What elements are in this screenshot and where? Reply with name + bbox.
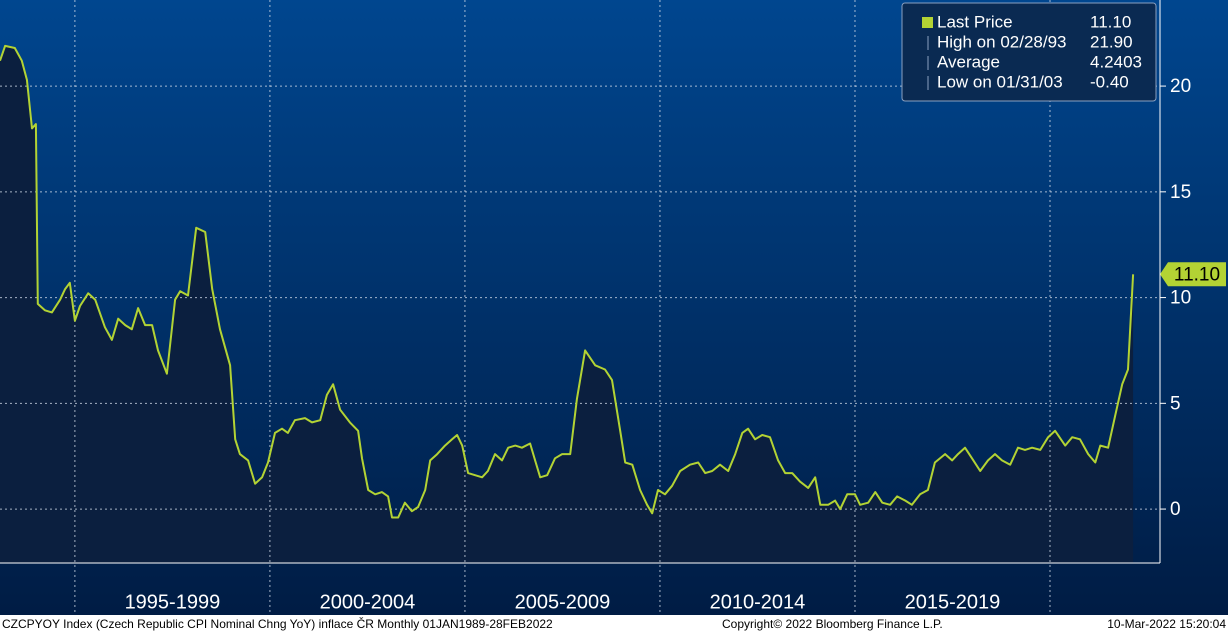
- footer-source: CZCPYOY Index (Czech Republic CPI Nomina…: [2, 616, 553, 631]
- legend-box: [901, 2, 1157, 102]
- footer-timestamp: 10-Mar-2022 15:20:04: [1107, 617, 1226, 631]
- x-tick-label: 2005-2009: [515, 591, 611, 613]
- x-tick-label: 1995-1999: [125, 591, 221, 613]
- line: [0, 44, 1135, 519]
- legend-value: -0.40: [1090, 72, 1129, 91]
- last-value-tag: [1160, 262, 1226, 287]
- x-tick-label: 2000-2004: [320, 591, 416, 613]
- last-value-label: 11.10: [1174, 264, 1220, 285]
- x-tick-label: 2015-2019: [905, 591, 1001, 613]
- legend-label: Low on 01/31/03: [937, 72, 1063, 91]
- legend-label: Last Price: [937, 12, 1013, 31]
- y-tick-label: 15: [1170, 182, 1191, 203]
- legend-label: Average: [937, 52, 1000, 71]
- y-tick-label: 5: [1170, 393, 1181, 414]
- legend-label: High on 02/28/93: [937, 32, 1067, 51]
- footer-bar: [0, 615, 1228, 634]
- x-tick-label: 2010-2014: [710, 591, 806, 613]
- footer-copyright: Copyright© 2022 Bloomberg Finance L.P.: [722, 617, 943, 631]
- legend-value: 4.2403: [1090, 52, 1142, 71]
- legend-value: 11.10: [1090, 12, 1131, 31]
- legend-swatch: [922, 17, 933, 28]
- y-tick-label: 0: [1170, 499, 1181, 520]
- y-tick-label: 20: [1170, 76, 1191, 97]
- y-tick-label: 10: [1170, 288, 1191, 309]
- legend-value: 21.90: [1090, 32, 1133, 51]
- legend: Last Price 11.10 High on 02/28/93 21.90 Aver…: [901, 2, 1157, 102]
- area: [0, 45, 1134, 563]
